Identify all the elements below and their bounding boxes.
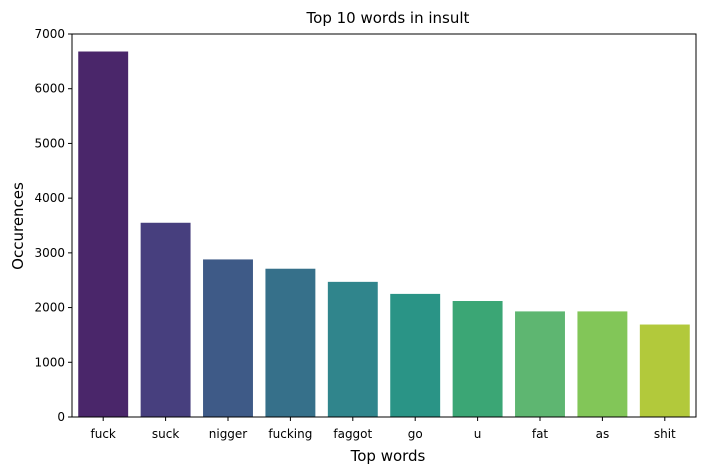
x-tick-label: faggot bbox=[333, 427, 372, 441]
x-tick-label: as bbox=[596, 427, 610, 441]
bar-fucking bbox=[265, 268, 316, 417]
bars-group bbox=[78, 51, 690, 417]
bar-faggot bbox=[327, 281, 378, 417]
bar-shit bbox=[639, 324, 690, 417]
y-axis-ticks: 0 1000 2000 3000 4000 5000 6000 7000 bbox=[34, 27, 72, 424]
y-tick-label: 1000 bbox=[34, 355, 65, 369]
x-tick-label: go bbox=[408, 427, 423, 441]
x-tick-label: shit bbox=[654, 427, 676, 441]
bar-fuck bbox=[78, 51, 129, 417]
y-tick-label: 2000 bbox=[34, 301, 65, 315]
x-tick-label: nigger bbox=[209, 427, 248, 441]
bar-suck bbox=[140, 222, 191, 417]
y-tick-label: 5000 bbox=[34, 136, 65, 150]
bar-fat bbox=[515, 311, 565, 417]
y-tick-label: 4000 bbox=[34, 191, 65, 205]
chart-title: Top 10 words in insult bbox=[306, 9, 470, 27]
y-tick-label: 7000 bbox=[34, 27, 65, 41]
plot-frame bbox=[71, 33, 697, 418]
x-tick-label: fat bbox=[532, 427, 549, 441]
x-tick-label: fuck bbox=[91, 427, 116, 441]
y-tick-label: 3000 bbox=[34, 246, 65, 260]
x-axis-title: Top words bbox=[350, 447, 426, 465]
x-tick-label: u bbox=[474, 427, 482, 441]
y-tick-label: 0 bbox=[57, 410, 65, 424]
bar-go bbox=[390, 293, 441, 417]
bar-nigger bbox=[203, 259, 253, 417]
x-tick-label: fucking bbox=[268, 427, 312, 441]
y-axis-title: Occurences bbox=[9, 182, 27, 270]
bar-u bbox=[452, 301, 503, 417]
x-tick-label: suck bbox=[152, 427, 179, 441]
bar-as bbox=[577, 311, 628, 417]
y-tick-label: 6000 bbox=[34, 82, 65, 96]
x-axis-ticks: fuck suck nigger fucking faggot go u fat as shit bbox=[91, 417, 676, 441]
